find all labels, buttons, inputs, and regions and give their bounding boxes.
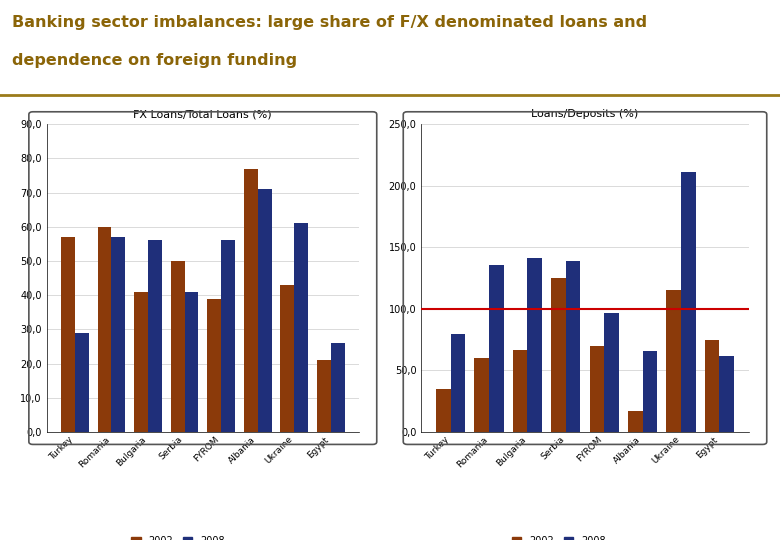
- Bar: [451, 334, 465, 432]
- Bar: [681, 172, 696, 432]
- Bar: [171, 261, 185, 432]
- Bar: [61, 237, 75, 432]
- Bar: [148, 240, 162, 432]
- Bar: [474, 358, 489, 432]
- Bar: [207, 299, 221, 432]
- Bar: [134, 292, 148, 432]
- Title: FX Loans/Total Loans (%): FX Loans/Total Loans (%): [133, 109, 272, 119]
- Bar: [98, 227, 112, 432]
- Bar: [590, 346, 604, 432]
- Title: Loans/Deposits (%): Loans/Deposits (%): [531, 109, 639, 119]
- Bar: [566, 261, 580, 432]
- Bar: [317, 360, 331, 432]
- Bar: [185, 292, 198, 432]
- Text: dependence on foreign funding: dependence on foreign funding: [12, 53, 297, 69]
- Bar: [489, 265, 504, 432]
- Legend: 2002, 2008: 2002, 2008: [127, 532, 229, 540]
- Text: Banking sector imbalances: large share of F/X denominated loans and: Banking sector imbalances: large share o…: [12, 15, 647, 30]
- Text: NBG - Strategy & Economic Research: NBG - Strategy & Economic Research: [58, 517, 240, 528]
- Bar: [512, 349, 527, 432]
- Bar: [628, 411, 643, 432]
- Bar: [75, 333, 89, 432]
- Bar: [666, 291, 681, 432]
- Bar: [705, 340, 719, 432]
- Bar: [331, 343, 345, 432]
- Text: Resilience of SEEs to the crisis: Resilience of SEEs to the crisis: [305, 517, 475, 528]
- Bar: [719, 356, 734, 432]
- Bar: [221, 240, 235, 432]
- Bar: [527, 259, 542, 432]
- Bar: [112, 237, 126, 432]
- Legend: 2002, 2008: 2002, 2008: [508, 532, 610, 540]
- Text: 6: 6: [748, 516, 757, 529]
- Bar: [243, 168, 257, 432]
- Bar: [551, 278, 565, 432]
- Bar: [604, 313, 619, 432]
- Bar: [294, 224, 308, 432]
- Bar: [643, 351, 658, 432]
- Bar: [436, 389, 451, 432]
- Bar: [257, 189, 271, 432]
- Bar: [280, 285, 294, 432]
